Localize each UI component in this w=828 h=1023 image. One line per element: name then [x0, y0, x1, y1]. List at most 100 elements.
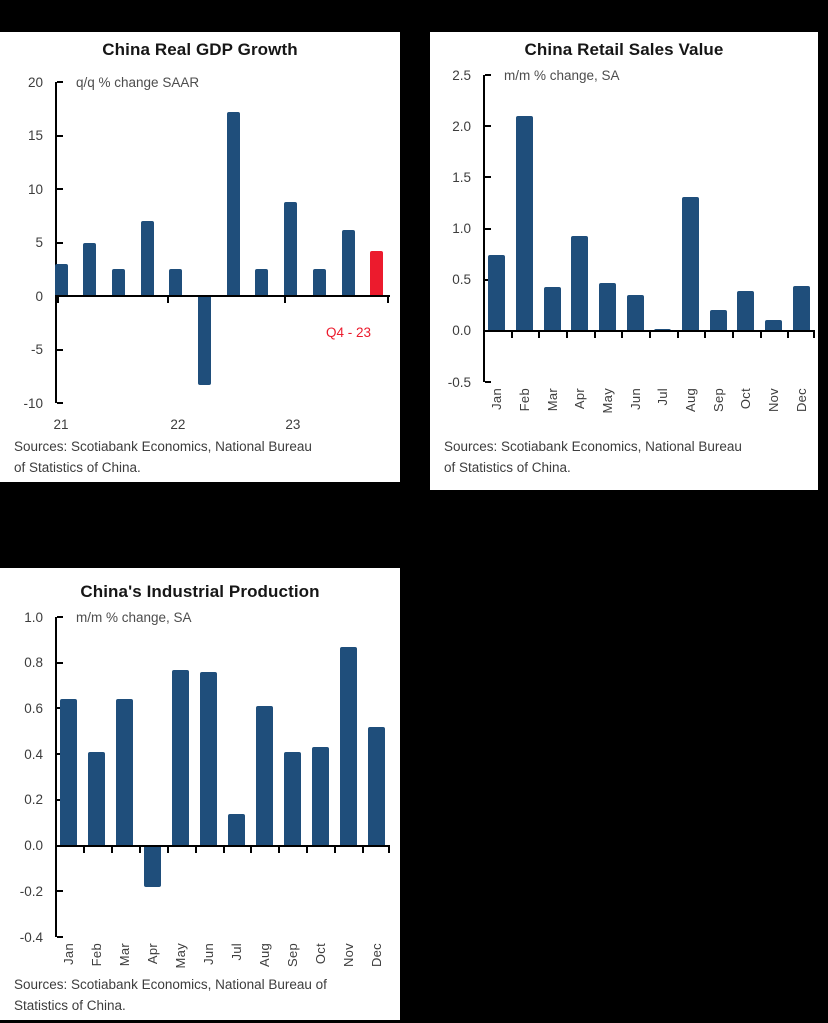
x-month-label: May [173, 943, 189, 969]
bar-Jan [60, 699, 78, 846]
bar-Q3-22 [226, 111, 240, 296]
x-axis-tick [649, 331, 651, 338]
bar-Apr [571, 235, 589, 331]
y-tick-label: -0.4 [19, 929, 43, 945]
bar-May [599, 282, 616, 331]
x-month-label: Dec [793, 388, 809, 413]
x-month-label: Sep [710, 388, 726, 413]
y-tick-label: -5 [30, 342, 43, 357]
y-axis [483, 75, 485, 382]
x-axis-tick [56, 297, 59, 303]
x-month-label: Aug [256, 943, 272, 968]
x-label-slot: Jan [55, 943, 83, 981]
ip-plot-area [55, 616, 390, 938]
bar-Q1-21 [54, 263, 68, 296]
x-axis-tick [110, 846, 113, 853]
x-axis-tick [510, 331, 513, 338]
y-axis-tick [57, 890, 63, 893]
x-axis-tick [813, 331, 815, 338]
x-axis-tick [566, 331, 568, 338]
x-label-slot: Apr [566, 388, 594, 426]
bar-Jun [200, 671, 218, 846]
y-axis-tick [57, 188, 63, 190]
x-axis-tick [278, 846, 281, 853]
retail-source-line-1: Sources: Scotiabank Economics, National … [444, 439, 742, 454]
x-axis-tick [759, 331, 762, 338]
x-axis-tick [82, 846, 85, 853]
x-axis-tick [483, 331, 485, 338]
x-axis-tick [386, 297, 389, 303]
x-axis-tick [284, 297, 287, 303]
x-axis-tick [138, 846, 141, 853]
y-axis-tick [485, 278, 491, 281]
x-axis-tick [306, 846, 309, 853]
y-tick-label: 0.5 [452, 272, 471, 288]
y-axis-tick [485, 74, 491, 76]
bar-Sep [709, 310, 727, 331]
gdp-plot-area [54, 81, 390, 404]
bar-Q1-22 [169, 269, 183, 296]
y-axis-tick [57, 134, 63, 137]
x-label-slot: Feb [83, 943, 111, 981]
x-axis-labels: Jan Feb Mar Apr May Jun Jul Aug Sep Oct Nov Dec [483, 388, 815, 426]
y-tick-label: 0.4 [24, 746, 43, 762]
x-month-label: Nov [340, 943, 356, 968]
x-label-slot: Mar [538, 388, 566, 426]
gdp-chart-subtitle: q/q % change SAAR [76, 75, 200, 90]
gdp-highlight-label: Q4 - 23 [326, 325, 372, 340]
x-label-slot: Sep [278, 943, 306, 981]
y-axis-tick [57, 753, 63, 756]
y-axis-tick [485, 125, 491, 128]
x-label-slot: Oct [306, 943, 334, 981]
x-month-label: Jan [61, 943, 77, 965]
x-year-label: 22 [170, 417, 186, 432]
x-label-slot: Aug [250, 943, 278, 981]
x-month-label: Dec [368, 943, 384, 968]
x-label-slot: Oct [732, 388, 760, 426]
y-axis-tick [485, 227, 491, 230]
x-month-label: May [600, 388, 616, 414]
y-tick-label: 1.0 [24, 609, 43, 625]
x-label-slot: Sep [704, 388, 732, 426]
bar-Mar [116, 699, 134, 846]
x-axis-tick [676, 331, 679, 338]
y-tick-label: -0.5 [447, 374, 471, 390]
retail-chart-title: China Retail Sales Value [524, 40, 724, 59]
y-axis-tick [57, 707, 63, 710]
y-tick-label: 10 [27, 181, 43, 197]
x-label-slot: May [594, 388, 622, 426]
y-tick-label: 0.0 [24, 838, 43, 854]
y-tick-label: 2.5 [452, 67, 471, 83]
bar-Aug [682, 196, 699, 331]
x-month-label: Mar [117, 943, 133, 967]
y-tick-label: -0.2 [19, 883, 43, 899]
ip-chart-subtitle: m/m % change, SA [76, 610, 192, 625]
x-month-label: Jan [489, 388, 505, 410]
x-month-label: Sep [284, 943, 300, 968]
x-label-slot: Jun [195, 943, 223, 981]
bar-Q3-23 [341, 229, 355, 296]
x-label-slot: Nov [334, 943, 362, 981]
industrial-production-chart-panel: China's Industrial Production m/m % chan… [0, 568, 400, 1020]
x-label-slot: Jan [483, 388, 511, 426]
x-axis-tick [166, 846, 169, 853]
x-month-label: Jul [228, 943, 244, 961]
x-axis-tick [593, 331, 596, 338]
y-axis-tick [57, 348, 63, 351]
y-axis-tick [57, 661, 63, 664]
y-tick-label: 0.0 [452, 323, 471, 339]
x-axis-tick [55, 846, 57, 853]
bar-Jul [654, 328, 672, 331]
ip-source-line-2: Statistics of China. [14, 997, 126, 1013]
x-year-label: 21 [53, 417, 69, 432]
x-label-slot: Mar [111, 943, 139, 981]
x-label-slot: Apr [139, 943, 167, 981]
x-axis-tick [787, 331, 790, 338]
retail-chart-subtitle: m/m % change, SA [504, 68, 620, 83]
x-month-label: Jul [655, 388, 671, 406]
bar-Nov [339, 646, 357, 846]
bar-Q2-21 [83, 242, 97, 296]
bar-Q4-23 [370, 251, 384, 296]
y-tick-label: 0.8 [24, 655, 43, 671]
x-axis [55, 295, 390, 297]
